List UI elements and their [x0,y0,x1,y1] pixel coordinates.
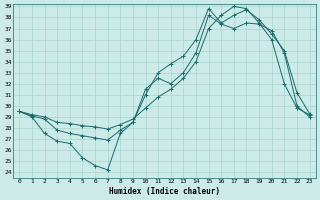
X-axis label: Humidex (Indice chaleur): Humidex (Indice chaleur) [109,187,220,196]
